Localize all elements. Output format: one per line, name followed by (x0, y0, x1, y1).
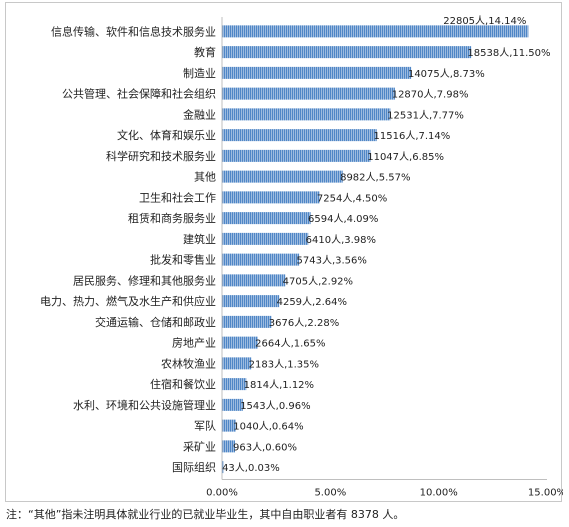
category-label: 建筑业 (183, 232, 216, 246)
data-label: 3676人,2.28% (269, 317, 339, 329)
bar (222, 315, 272, 328)
category-label: 采矿业 (183, 440, 216, 453)
category-label: 卫生和社会工作 (139, 190, 216, 204)
bar (222, 212, 311, 225)
category-label: 交通运输、仓储和邮政业 (95, 315, 216, 329)
bar (222, 129, 377, 142)
category-label: 住宿和餐饮业 (150, 377, 216, 391)
category-label: 其他 (194, 171, 216, 184)
category-label: 制造业 (183, 66, 216, 80)
bar (222, 461, 224, 474)
bar (222, 25, 529, 38)
bar (222, 378, 247, 391)
data-label: 6594人,4.09% (308, 213, 378, 225)
data-label: 2664人,1.65% (255, 338, 325, 350)
x-tick-label: 0.00% (206, 488, 238, 499)
category-label: 信息传输、软件和信息技术服务业 (51, 24, 216, 38)
data-label: 963人,0.60% (233, 441, 297, 453)
category-label: 农林牧渔业 (161, 356, 216, 370)
category-label: 房地产业 (172, 336, 216, 350)
category-label: 电力、热力、燃气及水生产和供应业 (40, 294, 216, 308)
data-label: 4705人,2.92% (283, 275, 353, 287)
bar (222, 274, 286, 287)
x-tick-label: 5.00% (314, 488, 346, 499)
data-label: 18538人,11.50% (467, 47, 550, 59)
data-label: 14075人,8.73% (408, 68, 485, 80)
bar (222, 149, 371, 162)
bar (222, 419, 236, 432)
bar (222, 440, 235, 453)
data-label: 22805人,14.14% (443, 15, 526, 27)
data-label: 7254人,4.50% (317, 192, 387, 204)
data-label: 11047人,6.85% (367, 151, 444, 163)
bar (222, 66, 412, 79)
data-label: 1814人,1.12% (244, 379, 314, 391)
category-label: 教育 (194, 45, 216, 59)
bar (222, 398, 243, 411)
bar (222, 232, 309, 245)
category-label: 水利、环境和公共设施管理业 (73, 398, 216, 412)
bar (222, 87, 395, 100)
x-tick-label: 10.00% (420, 488, 458, 499)
bar (222, 357, 252, 370)
category-label: 批发和零售业 (150, 253, 216, 267)
data-label: 11516人,7.14% (374, 130, 451, 142)
bar (222, 295, 280, 308)
footnote: 注：“其他”指未注明具体就业行业的已就业毕业生，其中自由职业者有 8378 人。 (6, 508, 405, 521)
data-label: 4259人,2.64% (277, 296, 347, 308)
data-label: 2183人,1.35% (249, 358, 319, 370)
category-label: 科学研究和技术服务业 (106, 149, 216, 163)
data-label: 6410人,3.98% (306, 234, 376, 246)
category-label: 居民服务、修理和其他服务业 (73, 273, 216, 287)
data-label: 1040人,0.64% (233, 421, 303, 433)
data-label: 8982人,5.57% (340, 172, 410, 184)
bar (222, 336, 258, 349)
bar-chart: 信息传输、软件和信息技术服务业 22805人,14.14% 教育 18538人,11.… (40, 15, 563, 499)
category-label: 军队 (194, 419, 216, 433)
x-tick-label: 15.00% (528, 488, 563, 499)
bar (222, 46, 472, 59)
data-label: 1543人,0.96% (240, 400, 310, 412)
chart-frame: 信息传输、软件和信息技术服务业 22805人,14.14% 教育 18538人,11.… (5, 2, 563, 502)
bar (222, 108, 391, 121)
bar (222, 170, 343, 183)
category-label: 金融业 (183, 107, 216, 121)
bar (222, 253, 300, 266)
bar (222, 191, 320, 204)
category-label: 文化、体育和娱乐业 (117, 128, 216, 142)
data-label: 5743人,3.56% (297, 255, 367, 267)
data-label: 12870人,7.98% (392, 89, 469, 101)
category-label: 国际组织 (172, 460, 216, 474)
category-label: 公共管理、社会保障和社会组织 (62, 87, 216, 101)
category-label: 租赁和商务服务业 (128, 211, 216, 225)
data-label: 43人,0.03% (222, 462, 280, 474)
data-label: 12531人,7.77% (387, 109, 464, 121)
